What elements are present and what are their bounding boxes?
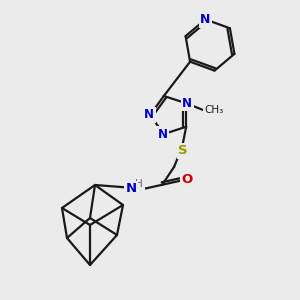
Text: CH₃: CH₃	[205, 105, 224, 115]
Text: H: H	[135, 179, 143, 189]
Text: S: S	[178, 144, 188, 157]
Text: O: O	[182, 173, 193, 186]
Text: N: N	[182, 97, 192, 110]
Text: N: N	[126, 182, 137, 195]
Text: N: N	[144, 109, 154, 122]
Text: N: N	[200, 13, 211, 26]
Text: N: N	[158, 128, 168, 140]
